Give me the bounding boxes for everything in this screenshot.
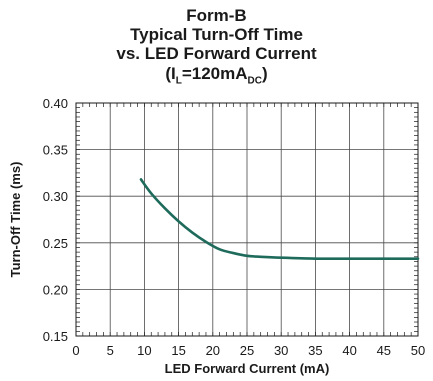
x-tick-label: 15: [171, 343, 185, 358]
x-tick-label: 50: [411, 343, 425, 358]
x-tick-label: 45: [377, 343, 391, 358]
x-tick-label: 40: [342, 343, 356, 358]
x-tick-label: 5: [107, 343, 114, 358]
y-tick-label: 0.20: [43, 282, 68, 297]
x-tick-label: 25: [240, 343, 254, 358]
x-axis-label: LED Forward Current (mA): [165, 361, 330, 376]
minor-ticks: [75, 102, 419, 337]
condition-subscript-dc: DC: [247, 75, 262, 87]
plot-frame: [75, 102, 419, 337]
y-tick-label: 0.40: [43, 96, 68, 111]
x-tick-label: 30: [274, 343, 288, 358]
condition-value: =120mA: [181, 64, 248, 83]
series-line: [139, 178, 420, 261]
condition-prefix: (I: [165, 64, 176, 83]
chart-test-condition: (IL=120mADC): [0, 64, 433, 90]
x-tick-label: 0: [72, 343, 79, 358]
x-tick-label: 10: [137, 343, 151, 358]
y-axis-label: Turn-Off Time (ms): [8, 162, 23, 278]
y-tick-label: 0.25: [43, 236, 68, 251]
chart-title-line-2: Typical Turn-Off Time: [130, 25, 303, 44]
y-tick-label: 0.30: [43, 189, 68, 204]
y-tick-labels: 0.15 0.20 0.25 0.30 0.35 0.40: [43, 96, 68, 344]
condition-subscript-l: L: [175, 75, 182, 87]
chart-title-line-3: vs. LED Forward Current: [116, 44, 317, 63]
x-tick-labels: 0 5 10 15 20 25 30 35 40 45 50: [72, 343, 425, 358]
x-tick-label: 20: [206, 343, 220, 358]
grid-lines: [75, 102, 419, 337]
x-tick-label: 35: [308, 343, 322, 358]
y-tick-label: 0.15: [43, 329, 68, 344]
y-tick-label: 0.35: [43, 143, 68, 158]
chart-title-line-1: Form-B: [186, 6, 247, 25]
condition-suffix: ): [261, 64, 268, 83]
